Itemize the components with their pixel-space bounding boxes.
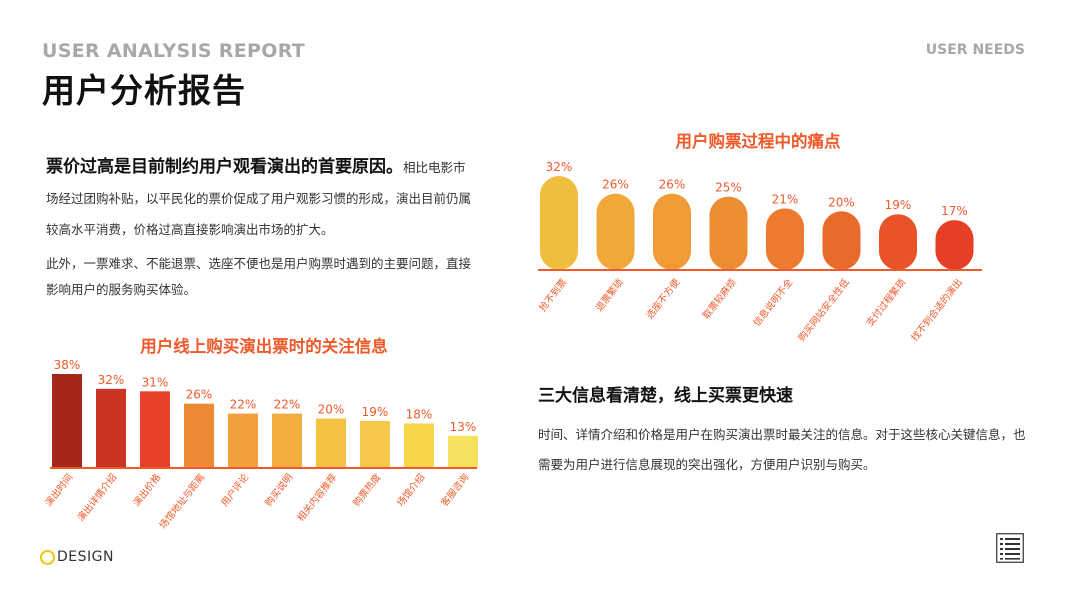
attention-bar xyxy=(228,413,258,468)
attention-value-label: 38% xyxy=(54,358,81,372)
painpoint-category-label: 选座不方便 xyxy=(644,276,683,321)
painpoint-bar xyxy=(935,220,974,270)
attention-value-label: 22% xyxy=(230,398,257,412)
attention-value-label: 13% xyxy=(450,420,477,434)
attention-value-label: 26% xyxy=(186,388,213,402)
section-corner-label: USER NEEDS xyxy=(925,42,1025,58)
chart-painpoints-title: 用户购票过程中的痛点 xyxy=(675,132,841,151)
attention-bar xyxy=(272,413,302,468)
attention-category-label: 场馆地址与距离 xyxy=(157,471,207,531)
attention-bar xyxy=(96,388,126,468)
logo-ring-icon xyxy=(40,549,55,565)
intro-lead-rest: 相比电影市场经过团购补贴，以平民化的票价促成了用户观影习惯的形成，演出目前仍属较… xyxy=(46,160,472,237)
painpoint-bar xyxy=(596,193,635,270)
attention-category-label: 购买说明 xyxy=(263,471,296,508)
painpoint-value-label: 26% xyxy=(659,178,686,192)
painpoint-value-label: 25% xyxy=(715,181,742,195)
intro-paragraph: 票价过高是目前制约用户观看演出的首要原因。相比电影市场经过团购补贴，以平民化的票… xyxy=(46,152,476,245)
attention-category-label: 客服咨询 xyxy=(439,471,472,508)
attention-value-label: 31% xyxy=(142,375,169,389)
attention-category-label: 演出价格 xyxy=(131,471,164,509)
painpoint-value-label: 17% xyxy=(941,204,968,218)
painpoint-bar xyxy=(540,176,578,270)
painpoint-category-label: 取票较麻烦 xyxy=(700,276,739,321)
attention-category-label: 购票热度 xyxy=(351,471,384,509)
attention-bar xyxy=(184,403,214,468)
painpoint-value-label: 32% xyxy=(546,160,573,174)
chart-pain-points: 32% 抢不到票 26% 退票繁琐 26% 选座不方便 25% 取票较麻烦 21% 信息说明不全 2… xyxy=(537,160,982,344)
report-english-title: USER ANALYSIS REPORT xyxy=(42,40,306,62)
attention-value-label: 19% xyxy=(362,405,389,419)
painpoint-category-label: 购买网站安全性低 xyxy=(796,276,853,344)
list-document-icon xyxy=(996,533,1024,563)
page-title: 用户分析报告 xyxy=(42,71,246,110)
attention-bar xyxy=(52,374,82,468)
painpoint-value-label: 20% xyxy=(828,195,855,209)
chart-attention-title: 用户线上购买演出票时的关注信息 xyxy=(140,337,388,356)
painpoint-bar xyxy=(879,214,917,270)
attention-category-label: 用户评论 xyxy=(219,471,252,509)
painpoint-category-label: 退票繁琐 xyxy=(593,276,626,314)
painpoint-value-label: 19% xyxy=(885,198,912,212)
chart-attention-info: 38% 演出时间 32% 演出详情介绍 31% 演出价格 26% 场馆地址与距离 22% 用户评论… xyxy=(43,358,478,531)
attention-bar xyxy=(448,435,478,468)
attention-value-label: 20% xyxy=(318,403,345,417)
painpoint-value-label: 21% xyxy=(772,192,799,206)
painpoint-bar xyxy=(653,193,691,270)
attention-value-label: 18% xyxy=(406,407,433,421)
painpoint-category-label: 信息说明不全 xyxy=(751,276,796,329)
attention-bar xyxy=(316,418,346,468)
painpoint-bar xyxy=(709,196,748,270)
painpoint-bar xyxy=(766,208,804,270)
intro-paragraph-2: 此外，一票难求、不能退票、选座不便也是用户购票时遇到的主要问题，直接影响用户的服… xyxy=(46,256,472,297)
attention-value-label: 22% xyxy=(274,398,301,412)
painpoint-category-label: 抢不到票 xyxy=(537,276,570,314)
attention-category-label: 演出时间 xyxy=(43,471,76,508)
attention-bar xyxy=(140,391,170,468)
attention-bar xyxy=(360,421,390,468)
attention-bar xyxy=(404,423,434,468)
painpoint-category-label: 支付过程繁琐 xyxy=(864,276,909,329)
painpoint-category-label: 找不到合适的演出 xyxy=(909,276,965,343)
attention-value-label: 32% xyxy=(98,373,125,387)
painpoint-value-label: 26% xyxy=(602,178,629,192)
painpoint-bar xyxy=(822,211,861,270)
logo-text: DESIGN xyxy=(57,549,114,565)
section-title: 三大信息看清楚，线上买票更快速 xyxy=(538,386,793,406)
attention-category-label: 演出详情介绍 xyxy=(75,471,120,523)
intro-lead-strong: 票价过高是目前制约用户观看演出的首要原因。 xyxy=(46,157,403,177)
attention-category-label: 场馆介绍 xyxy=(395,471,428,508)
attention-category-label: 相关内容推荐 xyxy=(295,471,340,524)
section-body: 时间、详情介绍和价格是用户在购买演出票时最关注的信息。对于这些核心关键信息，也需… xyxy=(538,427,1026,472)
brand-logo: DESIGN xyxy=(40,549,114,565)
